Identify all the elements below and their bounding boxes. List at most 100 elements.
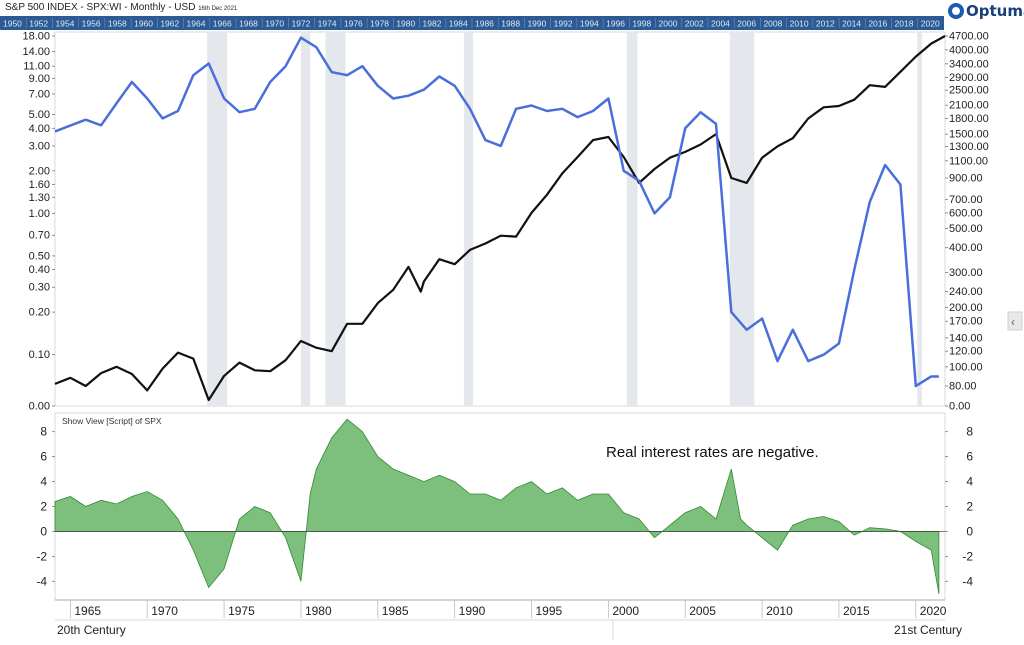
century-label-20th: 20th Century	[57, 623, 126, 637]
century-label-21st: 21st Century	[894, 623, 963, 637]
decade-year-label: 1998	[632, 19, 651, 29]
decade-year-label: 1980	[396, 19, 415, 29]
recession-band	[729, 32, 755, 406]
decade-year-label: 1988	[501, 19, 520, 29]
right-axis-tick-label: 2100.00	[949, 100, 989, 112]
recession-band	[917, 32, 922, 406]
lower-panel-title: Show View [Script] of SPX	[62, 416, 162, 426]
decade-year-label: 2002	[685, 19, 704, 29]
optuma-logo-text: Optuma	[966, 2, 1024, 20]
left-axis-tick-label: 4.00	[29, 123, 50, 135]
right-axis-tick-label: 2500.00	[949, 85, 989, 97]
bottom-left-axis-label: 6	[40, 450, 47, 464]
decade-year-label: 1972	[291, 19, 310, 29]
right-axis-tick-label: 900.00	[949, 173, 983, 185]
recession-band	[626, 32, 638, 406]
x-axis-tick-label: 1985	[382, 604, 409, 618]
decade-year-label: 1978	[370, 19, 389, 29]
decade-year-label: 2020	[921, 19, 940, 29]
bottom-right-axis-label: 4	[966, 475, 973, 489]
left-axis-tick-label: 1.30	[29, 192, 50, 204]
right-axis-tick-label: 0.00	[949, 401, 970, 413]
x-axis-tick-label: 2010	[766, 604, 793, 618]
recession-band	[325, 32, 346, 406]
right-axis-tick-label: 4700.00	[949, 31, 989, 43]
left-axis-tick-label: 7.00	[29, 88, 50, 100]
decade-year-label: 1986	[475, 19, 494, 29]
decade-year-label: 2012	[816, 19, 835, 29]
decade-year-label: 1982	[423, 19, 442, 29]
bottom-left-axis-label: 4	[40, 475, 47, 489]
bottom-left-axis-label: -2	[36, 549, 47, 563]
decade-year-label: 1984	[449, 19, 468, 29]
x-axis-tick-label: 1990	[459, 604, 486, 618]
chevron-left-icon: ‹	[1011, 315, 1015, 329]
right-axis-tick-label: 2900.00	[949, 72, 989, 84]
decade-year-label: 1952	[29, 19, 48, 29]
x-axis-tick-label: 1975	[228, 604, 255, 618]
right-axis-tick-label: 80.00	[949, 381, 977, 393]
optuma-logo: Optuma	[946, 0, 1024, 22]
spx-price-line	[54, 35, 946, 402]
decade-year-label: 1962	[160, 19, 179, 29]
right-axis-tick-label: 600.00	[949, 207, 983, 219]
decade-year-label: 1950	[3, 19, 22, 29]
left-axis-tick-label: 0.70	[29, 230, 50, 242]
recession-band	[463, 32, 474, 406]
decade-year-label: 1956	[82, 19, 101, 29]
chart-header-title: S&P 500 INDEX - SPX:WI - Monthly - USD 1…	[5, 2, 237, 13]
right-axis-tick-label: 500.00	[949, 223, 983, 235]
right-axis-tick-label: 3400.00	[949, 58, 989, 70]
bottom-left-axis-label: 0	[40, 524, 47, 538]
right-axis-tick-label: 1100.00	[949, 155, 988, 167]
decade-year-label: 1994	[580, 19, 599, 29]
decade-timeline-bar[interactable]: 1950 1952 1954 1956 1958 1960 1962 1964 1966 1968…	[0, 16, 944, 30]
right-axis-tick-label: 240.00	[949, 286, 983, 298]
x-axis-tick-label: 1980	[305, 604, 332, 618]
decade-year-label: 2000	[659, 19, 678, 29]
left-axis-tick-label: 3.00	[29, 140, 50, 152]
x-axis-tick-label: 1970	[151, 604, 178, 618]
right-axis-tick-label: 1500.00	[949, 129, 989, 141]
scroll-handle	[1007, 311, 1023, 331]
left-axis-tick-label: 14.00	[22, 46, 50, 58]
right-axis-tick-label: 120.00	[949, 346, 983, 358]
x-axis-tick-label: 1965	[74, 604, 101, 618]
bottom-panel-frame	[54, 412, 946, 601]
decade-year-label: 1970	[265, 19, 284, 29]
left-axis-tick-label: 0.50	[29, 250, 50, 262]
recession-band	[207, 32, 228, 406]
right-axis-tick-label: 140.00	[949, 332, 983, 344]
decade-year-label: 2018	[895, 19, 914, 29]
right-axis-tick-label: 300.00	[949, 267, 983, 279]
bottom-right-axis-label: -2	[962, 549, 973, 563]
decade-year-label: 1958	[108, 19, 127, 29]
right-axis-tick-label: 100.00	[949, 361, 983, 373]
top-panel-frame	[54, 31, 946, 407]
decade-year-label: 1966	[213, 19, 232, 29]
decade-year-label: 1990	[527, 19, 546, 29]
right-axis-tick-label: 4000.00	[949, 44, 989, 56]
left-axis-tick-label: 18.00	[22, 31, 50, 43]
bottom-right-axis-label: 6	[966, 450, 973, 464]
decade-year-label: 2010	[790, 19, 809, 29]
decade-year-label: 1954	[55, 19, 74, 29]
x-axis-tick-label: 2020	[920, 604, 947, 618]
chart-title: S&P 500 INDEX - SPX:WI - Monthly - USD	[5, 2, 196, 13]
annotation-text: Real interest rates are negative.	[606, 444, 819, 461]
bottom-right-axis-label: 0	[966, 524, 973, 538]
decade-year-label: 2006	[737, 19, 756, 29]
decade-year-label: 1960	[134, 19, 153, 29]
recession-band	[300, 32, 311, 406]
left-axis-tick-label: 0.10	[29, 349, 50, 361]
decade-year-label: 2004	[711, 19, 730, 29]
decade-year-label: 1974	[318, 19, 337, 29]
optuma-logo-icon	[948, 3, 964, 19]
decade-year-label: 1992	[554, 19, 573, 29]
decade-year-label: 1996	[606, 19, 625, 29]
decade-year-label: 2016	[868, 19, 887, 29]
bottom-right-axis-label: 2	[966, 500, 973, 514]
left-axis-tick-label: 0.20	[29, 307, 50, 319]
decade-year-label: 1976	[344, 19, 363, 29]
